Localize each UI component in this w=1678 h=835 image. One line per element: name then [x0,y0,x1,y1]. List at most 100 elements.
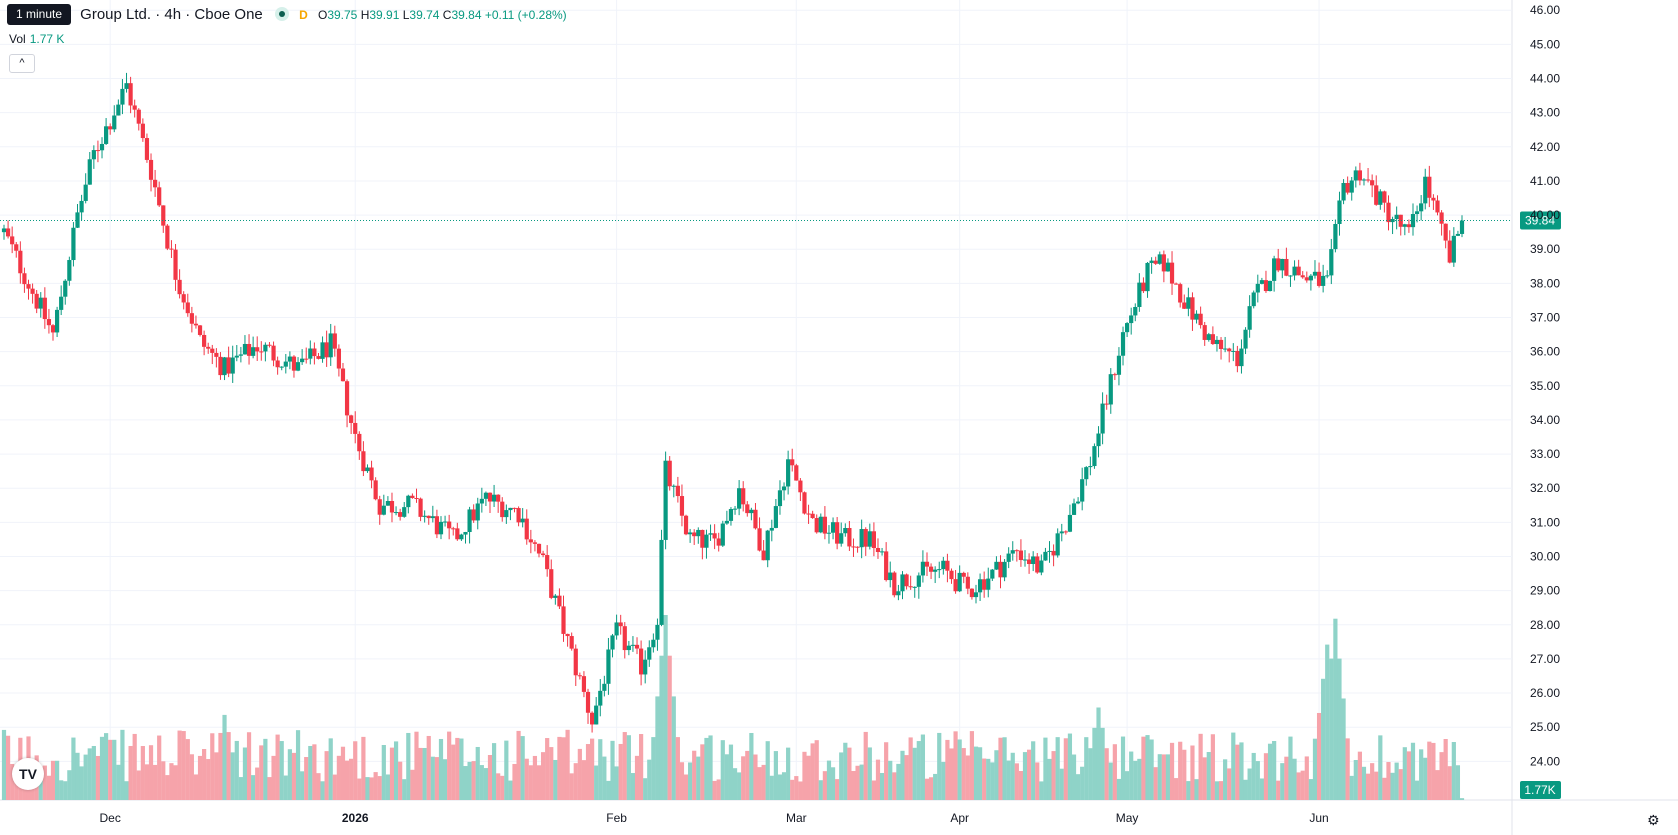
candle-body [161,205,166,226]
candle-body [675,485,680,497]
volume-bar [1137,758,1142,800]
volume-bar [46,775,52,800]
candle-body [226,357,231,374]
candle-body [479,498,484,504]
candle-body [867,531,872,547]
collapse-legend-button[interactable]: ^ [9,54,35,73]
candle-body [1321,275,1326,286]
candle-body [757,528,762,551]
candle-body [830,522,836,533]
volume-bar [279,741,284,800]
candle-body [549,569,554,598]
volume-bar [385,774,390,800]
gear-icon[interactable]: ⚙ [1647,812,1660,828]
candle-body [1059,531,1064,534]
volume-bar [1263,753,1269,800]
candle-body [655,624,660,640]
volume-bar [1337,658,1342,800]
candle-body [998,561,1003,578]
candle-body [50,325,56,333]
volume-bar [1210,734,1215,800]
volume-bar [357,778,362,800]
candle-body [536,543,542,554]
candle-body [483,492,489,499]
candle-body [87,159,92,185]
volume-bar [1443,739,1448,800]
candle-body [753,509,758,529]
price-tick-label: 27.00 [1530,652,1560,666]
volume-bar [132,733,137,800]
candle-body [487,492,493,502]
volume-bar [95,755,101,800]
volume-bar [643,778,648,800]
candle-body [283,361,288,367]
candle-body [10,236,15,245]
candle-body [434,516,440,535]
volume-bar [504,740,509,800]
price-tick-label: 29.00 [1530,584,1560,598]
volume-bar [765,741,770,800]
volume-bar [1071,754,1077,800]
price-tick-label: 31.00 [1530,515,1560,529]
volume-bar [798,781,803,800]
symbol-title[interactable]: Group Ltd. · 4h · Cboe One [80,6,263,23]
candle-body [977,579,983,593]
candle-body [83,184,88,201]
candle-body [132,105,137,110]
candle-body [324,342,329,358]
candle-body [871,531,876,549]
volume-bar [875,759,881,800]
candle-body [790,459,795,466]
candle-body [1137,282,1142,307]
volume-bar [136,770,141,800]
volume-bar [389,747,395,800]
volume-bar [173,765,178,800]
volume-bar [553,759,558,800]
price-tick-label: 30.00 [1530,549,1560,563]
price-axis[interactable]: 46.00 45.00 44.00 43.00 42.00 41.00 40.00 39.00… [1530,3,1560,768]
volume-bar [994,750,999,800]
volume-bar [1333,618,1338,800]
candle-body [1006,553,1011,562]
volume-bar [1010,752,1015,800]
volume-bar [1145,735,1150,800]
volume-bar [810,743,815,800]
volume-bar [773,751,778,800]
candle-body [810,513,815,519]
volume-bar [1039,781,1044,800]
candle-body [569,636,574,649]
volume-bar [267,777,272,800]
candle-body [606,649,611,684]
market-status-icon[interactable] [274,7,289,21]
candle-body [859,529,864,548]
volume-bar [1353,760,1358,800]
volume-bar [1182,749,1187,800]
time-axis[interactable]: Dec 2026 Feb Mar Apr May Jun [100,811,1329,825]
candle-body [1153,260,1158,264]
candle-body [496,494,501,502]
volume-bar [973,746,979,800]
volume-bar [634,755,640,800]
volume-bar [924,778,930,800]
volume-bar [520,736,525,800]
candle-body [953,579,958,592]
candle-body [863,529,868,547]
tradingview-logo-icon[interactable]: TV [12,758,44,790]
time-tick-label: 2026 [342,811,369,825]
volume-bar [1218,781,1224,800]
volume-bar [230,752,235,800]
volume-bar [5,735,11,800]
candle-body [639,648,644,675]
candles [1,72,1465,733]
candle-body [1076,501,1081,504]
price-tick-label: 46.00 [1530,3,1560,17]
volume-bar [1194,779,1199,800]
volume-bar [1165,754,1171,800]
volume-bar [1043,737,1048,800]
volume-bar [1108,762,1113,800]
volume-bar [442,759,448,800]
candle-body [1198,313,1203,326]
candle-body [1120,332,1126,356]
volume-bar [536,765,542,800]
